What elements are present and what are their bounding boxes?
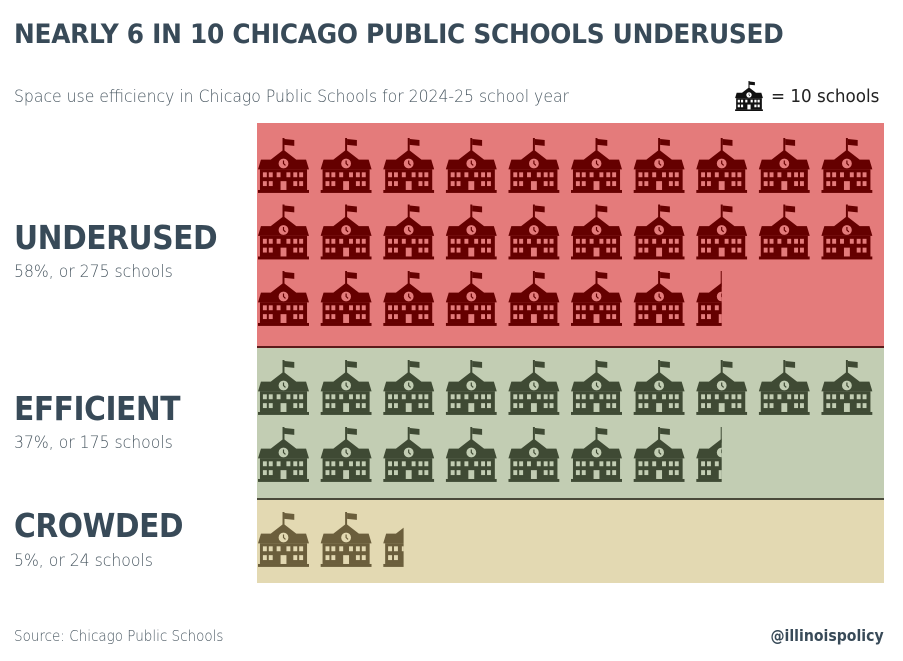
source-note: Source: Chicago Public Schools (14, 627, 224, 645)
category-label-efficient: EFFICIENT (14, 389, 181, 428)
category-detail-underused: 58%, or 275 schools (14, 262, 173, 282)
band-efficient (257, 348, 884, 500)
category-label-crowded: CROWDED (14, 506, 184, 545)
band-underused (257, 123, 884, 348)
chart-title: NEARLY 6 IN 10 CHICAGO PUBLIC SCHOOLS UN… (14, 19, 784, 50)
chart-subtitle: Space use efficiency in Chicago Public S… (14, 87, 569, 107)
category-label-underused: UNDERUSED (14, 218, 218, 257)
band-crowded (257, 500, 884, 583)
legend: = 10 schools (733, 81, 888, 111)
school-icon (735, 81, 763, 111)
legend-text: = 10 schools (771, 85, 880, 107)
category-detail-efficient: 37%, or 175 schools (14, 433, 173, 453)
category-detail-crowded: 5%, or 24 schools (14, 551, 153, 571)
brand-handle: @illinoispolicy (770, 626, 884, 645)
